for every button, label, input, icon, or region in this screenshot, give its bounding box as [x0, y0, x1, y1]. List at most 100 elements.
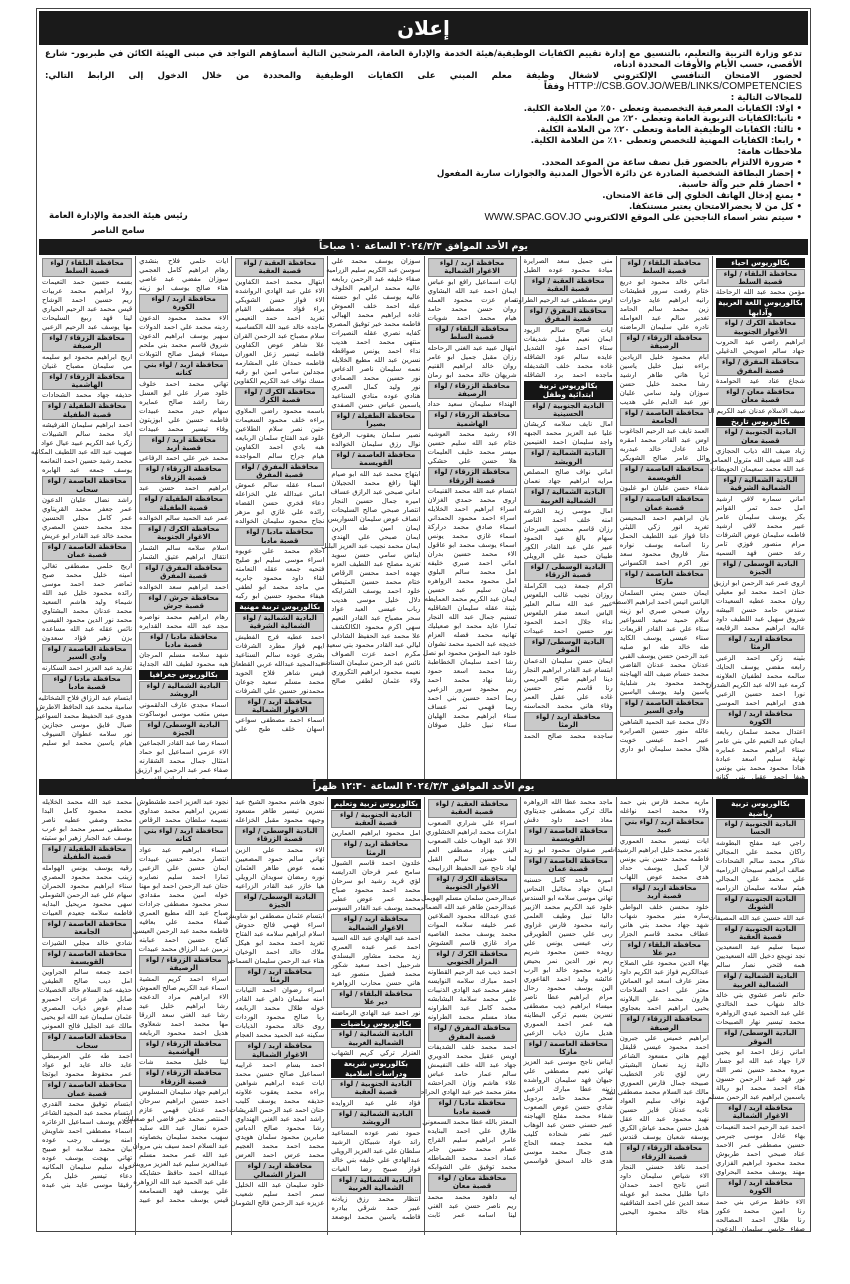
candidate-name: علا محمد عبد الحفيظ الشاذلي: [331, 631, 421, 640]
candidate-name: شفاء محمد مفلح الهياجنه: [523, 1112, 613, 1121]
candidates-column: محافظة العقبة / لواء قصبة العقبة اسراء عل…: [411, 797, 520, 1235]
candidate-name: خلود سليمان عبد الله الخليل: [235, 1181, 325, 1190]
region-header: البادية الوسطى/ لواء الجيزة: [235, 891, 325, 911]
degree-header: بكالوريوس تربية وتعليم: [331, 799, 421, 809]
field-item: ثانيا:الكفايات التربوية العامة وتعطى ٢٠٪…: [45, 114, 802, 125]
candidate-name: هيثم سلامه سليمان الزراميه: [715, 883, 805, 892]
candidates-column: نجوى هاشم محمود الشيخ عيد نسرين تيسير طاه…: [224, 797, 327, 1235]
competencies-url: HTTP://CSB.GOV.JO/WEB/LINKS/COMPETENCIES: [567, 80, 802, 92]
candidate-name: محمد رشيد حسين احمد النعانمه: [40, 457, 133, 466]
candidate-name: ايمان عبد الكريم محمد العمايطه: [424, 595, 517, 604]
candidate-name: ايمان صبحي علي الهندي: [331, 532, 421, 541]
intro-line-2: لحضور الامتحان التنافسي الإلكتروني لاشغا…: [45, 70, 802, 81]
candidate-name: صفاء محمد علي بعافيه: [139, 917, 229, 926]
region-header: البادية الوسطى/ لواء الموقر: [715, 1028, 805, 1048]
candidate-name: الاء محمد علي الزبن: [235, 845, 325, 854]
candidate-name: نور حسين محمد الصمادي: [331, 374, 421, 382]
intro-line-2-end: وفقاً: [543, 81, 565, 92]
candidate-name: عماد احمد محمد الشماطله: [427, 1154, 517, 1163]
candidate-name: ياسمين عباس حسن الصفدي: [331, 401, 421, 409]
candidate-name: راشد امجد عبد الغني الهنداوي: [235, 1115, 325, 1124]
candidate-name: تغاريد عبد العزيز احمد السكارنه: [41, 663, 133, 672]
candidate-name: كفايه نصري عقله النصيرات: [331, 329, 421, 337]
region-header: البادية الوسطى/ لواء الجيزة: [139, 719, 229, 739]
candidate-name: سامية محمد عبد الحافظ الاطرش: [36, 702, 133, 711]
region-header: البادية الشمالية / لواء الرويشد: [139, 680, 229, 700]
candidate-name: محمد عبد الله محمد الخلايله: [42, 798, 133, 806]
candidate-name: خلدون احمد قاسم الشبول: [331, 859, 421, 868]
region-header: البادية الجنوبية / لواء الحسا: [715, 819, 805, 838]
candidate-name: نجوى هاشم محمود الشيخ عيد: [235, 798, 325, 806]
candidate-name: امل محمود ابراهيم العمارين: [331, 829, 421, 838]
candidate-name: جعفر محمد عبد الهادي الذنيبات: [427, 986, 517, 995]
candidate-name: هنادي عوده منادي السناعيد: [331, 392, 421, 400]
candidate-name: رقيه يوسف يونس الهوامله: [42, 863, 133, 872]
candidate-name: نهاية سليم اسعد عبادة: [715, 755, 805, 764]
candidate-name: امير صفوان محمود ابو زيد: [523, 845, 613, 854]
candidate-name: عبير عبد الله سالم العلير: [523, 599, 613, 608]
candidate-name: امارات محمد ابراهيم الخشلوري: [425, 827, 517, 836]
candidate-name: براءه نبيل خليل ياسين: [619, 361, 709, 370]
candidate-name: نجد نويجع دخيل الله السعيديين: [715, 952, 805, 961]
candidate-name: شهد سلامه مسلم المرجان: [139, 651, 229, 660]
candidate-name: رنا امين محمد عكور: [715, 1206, 805, 1215]
candidate-name: عاليه يوسف علي ابو حسنه: [331, 293, 421, 301]
region-header: محافظة العاصمة / لواء سحاب: [42, 476, 133, 496]
candidate-name: فاطمه ياسين محمد ابوصعد: [331, 1212, 421, 1221]
candidate-name: رنا اسامه يوسف نواره: [619, 541, 709, 550]
candidate-name: مرايه ابراهيم جهاد نعمان: [523, 477, 613, 486]
candidate-name: ايات صالح سالم الزيود: [523, 325, 613, 334]
region-header: محافظة المفرق / لواء قصبة المفرق: [523, 305, 613, 325]
candidate-name: فاطمه تيسير زعل العوران: [235, 349, 325, 358]
candidate-name: قيس محمد عبد الرحيم الحياري: [42, 304, 133, 313]
candidate-name: عمر عبد الحميد سالم الخوالده: [139, 514, 229, 523]
candidate-name: وفاء هاني محمد الحماسنه: [523, 701, 613, 710]
candidate-name: العنزلر تركي كريم الشهاب: [331, 1049, 421, 1058]
candidates-column: نجود عبد العزيز احمد طشطوش نسرين ابراهيم …: [124, 797, 231, 1235]
candidate-name: ابراهيم خميس علي جبرون: [619, 1034, 709, 1043]
candidate-name: لقاء داود محمود جابريه: [235, 574, 325, 583]
candidate-name: ابتسام عبد الرزاق فلاح الشخاتليه: [38, 693, 133, 702]
candidate-name: ريم حسين احمد الوشاح: [42, 295, 133, 304]
candidate-name: احمد حسين ابراهيم سرحان: [139, 1097, 229, 1106]
candidate-name: عبدالهادي علي خليفه بني خالد: [331, 1155, 421, 1164]
candidate-name: محمد يوسف عبد القادر السوسي: [326, 904, 421, 913]
candidate-name: نرمين عبد الرزاق محمد عبيدات: [138, 944, 229, 953]
note-item: يمنع إدخال الهاتف الخلوي إلى قاعة الامتح…: [45, 191, 802, 202]
candidate-name: تهاني محمد احمد خلوف: [139, 379, 229, 388]
candidate-name: علي يوسف فهد السمامعه: [139, 1187, 229, 1196]
candidate-name: اعتدال محمد سلمان ربابعه: [715, 728, 805, 737]
degree-header: بكالوريوس تاريخ: [715, 416, 805, 427]
candidate-name: هناء خالد محمود اليحيى: [619, 1208, 709, 1217]
candidate-name: احلام محمد علي عويوه: [235, 547, 325, 556]
candidate-name: ايمان احمد عبد الله البشاوي: [427, 286, 517, 295]
candidate-name: شروق سهيل عبد اللطيف داود: [715, 614, 805, 623]
candidate-name: طارق علي احمد البنايده: [427, 1127, 517, 1136]
candidate-name: انتقال ابراهيم عتيق الشمار: [139, 552, 229, 561]
degree-header: بكالوريوس شريعة ودراسات اسلامية: [331, 1059, 421, 1079]
region-header: محافظة اربد / لواء قصبة اربد: [139, 434, 229, 454]
session-date-bar: يوم الأحد الموافق ٢٠٢٤/٣/٣ الساعة ١٢:٣٠ …: [39, 779, 808, 795]
candidate-name: فتحيه جمعه عقله النعامنه: [235, 565, 325, 574]
candidate-name: اسلام سلامه سالم الشمار: [139, 543, 229, 552]
candidate-name: نداء احمد يونس صواقطه: [331, 347, 421, 355]
degree-header: بكالوريوس رياضيات: [331, 1018, 421, 1029]
candidate-name: محمد محمود كامل البدا: [42, 807, 133, 815]
candidate-name: علا شاهر عوض الكفاوين: [235, 340, 325, 349]
region-header: محافظة الكرك / لواء قصبة الكرك: [235, 386, 325, 406]
candidate-name: خلود عبد الكريم محمد الازبير: [523, 902, 613, 911]
region-header: محافظة العقبة / لواء قصبة العقبة: [427, 799, 517, 818]
candidates-column: محافظة البلقاء / لواء قصبة السلط بسمه حسي…: [31, 256, 135, 794]
candidate-name: جيهان فهد سليمان الرواشده: [523, 1076, 613, 1085]
candidate-name: ريما فهمي نمر عساف: [427, 703, 517, 712]
candidate-name: ختام عبد الله سليم حسين: [427, 439, 517, 448]
candidate-name: عاليه محمد ابراهيم الخلوف: [331, 284, 421, 292]
candidate-name: الاء عزمي اسماعيل ابو حماد: [139, 748, 229, 757]
candidate-name: راند عواد شبيكان الرشيد: [331, 1137, 421, 1146]
candidate-name: تهاني سالم حمود المصعيين: [235, 854, 325, 863]
region-header: محافظة الطفيلة / لواء قصبة الطفيلة: [42, 401, 133, 421]
candidate-name: فواز صبيح رضا الغيات: [331, 1164, 421, 1173]
candidate-name: عبد الله محمد سعيمان الحويطات: [710, 465, 805, 474]
candidate-name: عابد خالد عايد ابو عواد: [42, 1061, 133, 1070]
region-header: محافظة المفرق / لواء قصبة المفرق: [427, 1023, 517, 1043]
